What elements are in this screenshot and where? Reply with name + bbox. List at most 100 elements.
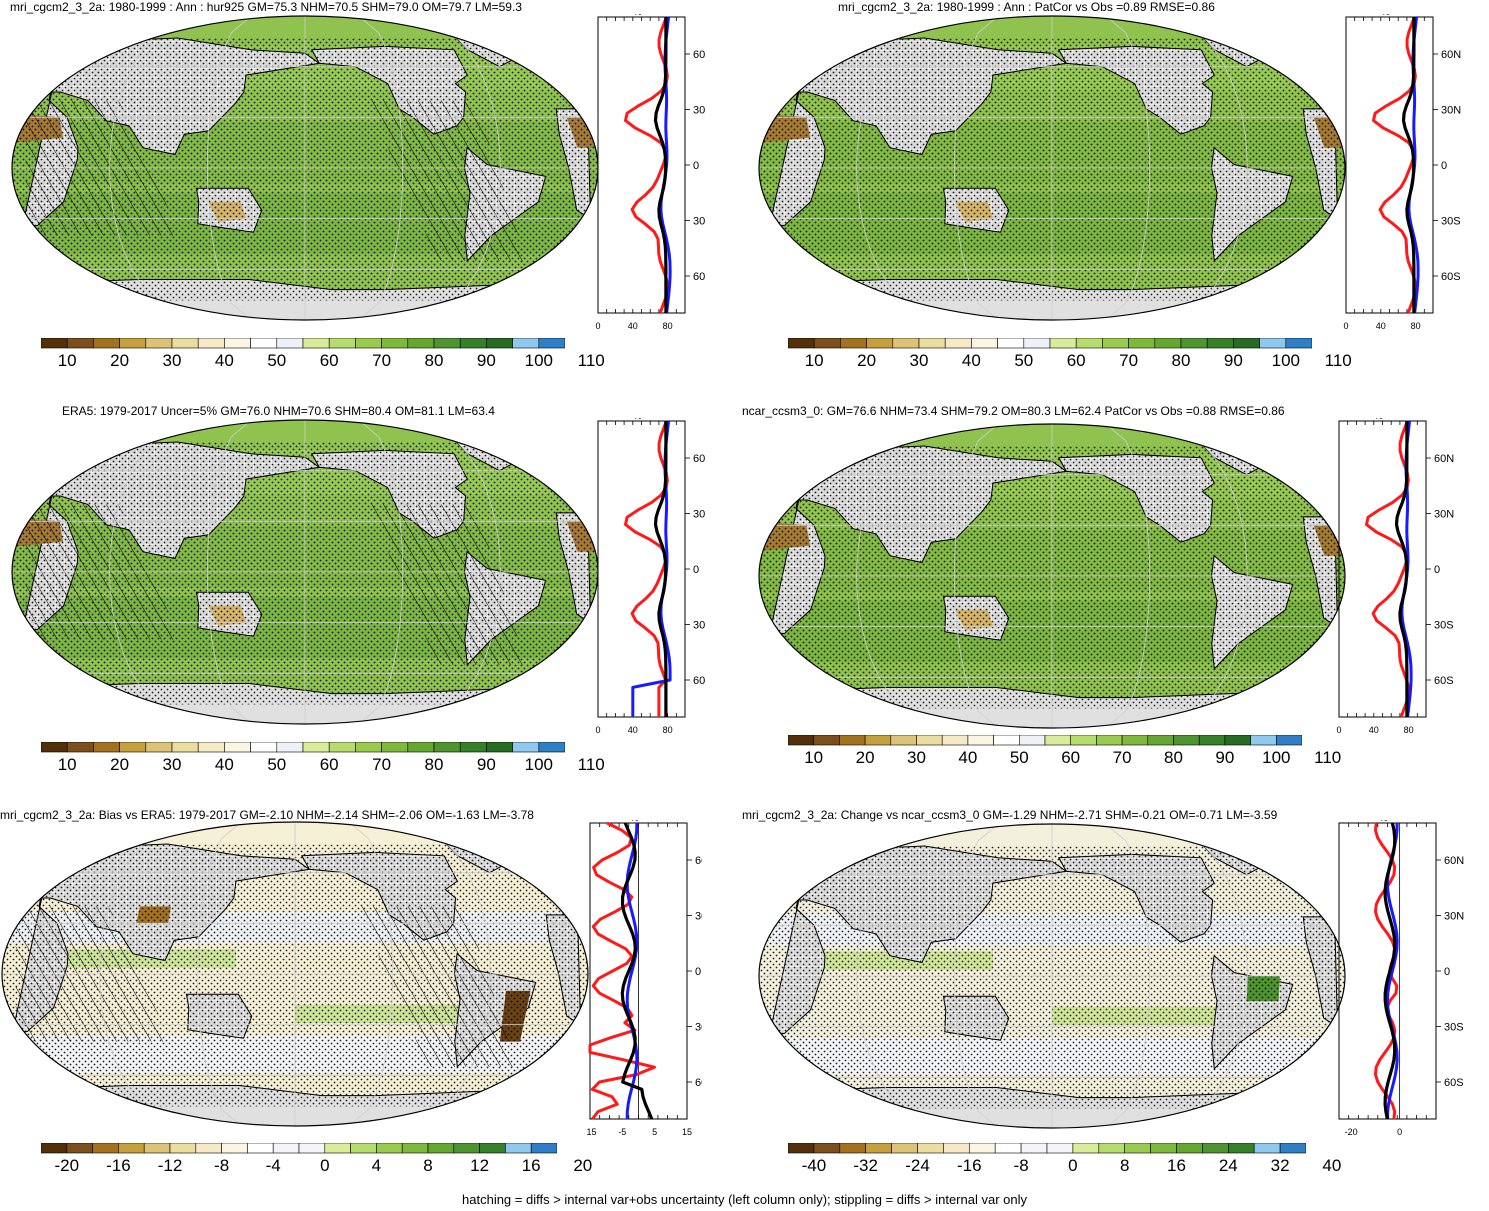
world-map <box>11 419 599 725</box>
zonal-model-line <box>624 420 669 717</box>
colorbar-label: 70 <box>372 755 392 774</box>
graticule <box>759 824 1345 1128</box>
zonal-x-tick: -5 <box>618 1127 626 1137</box>
colorbar-swatch <box>381 338 409 349</box>
colorbar-label: 80 <box>424 351 444 370</box>
colorbar-swatch <box>381 742 409 753</box>
colorbar-swatch <box>969 1143 996 1154</box>
colorbar-swatch <box>247 1143 274 1154</box>
colorbar-swatch <box>917 1143 944 1154</box>
colorbar-swatch <box>865 1143 892 1154</box>
zonal-lat-label: 30S <box>693 216 705 228</box>
colorbar-swatch <box>788 338 815 349</box>
colorbar-swatch <box>1049 338 1077 349</box>
zonal-mean-line <box>653 17 668 313</box>
colorbar-label: 60 <box>319 755 339 774</box>
colorbar-label: 40 <box>961 351 981 370</box>
colorbar-swatch <box>1224 735 1251 746</box>
colorbar-label: 20 <box>857 351 877 370</box>
colorbar-swatch <box>530 1143 557 1154</box>
zonal-lat-label: 0 <box>693 160 699 172</box>
hatching-east <box>367 100 527 261</box>
zonal-x-tick: 80 <box>663 725 673 735</box>
colorbar-swatch <box>197 338 225 349</box>
colorbar-label: -24 <box>905 1156 930 1175</box>
colorbar-swatch <box>66 1143 93 1154</box>
colorbar-swatch <box>866 338 894 349</box>
colorbar-swatch <box>1259 338 1287 349</box>
zonal-mean-profile: % 60N 30N 0 30S 60S 0 40 80 <box>1343 14 1461 331</box>
colorbar-label: 100 <box>524 755 553 774</box>
colorbar-swatch <box>328 742 356 753</box>
zonal-mean-profile: % 60N 30N 0 30S 60S -20 0 <box>1338 820 1464 1137</box>
colorbar-swatch <box>118 1143 145 1154</box>
zonal-lat-label: 60N <box>1444 855 1464 867</box>
colorbar-swatch <box>302 338 330 349</box>
colorbar-swatch <box>864 735 892 746</box>
colorbar-swatch <box>298 1143 326 1154</box>
colorbar-swatch <box>407 338 435 349</box>
zonal-model-line <box>1372 16 1417 314</box>
colorbar-label: 70 <box>1112 748 1132 767</box>
colorbar-labels: 10 20 30 40 50 60 70 80 90 100 110 <box>41 755 605 777</box>
colorbar-swatch <box>486 742 513 753</box>
colorbar-swatch <box>788 1143 815 1154</box>
colorbar-label: 110 <box>577 755 605 774</box>
zonal-lat-label: 60N <box>693 49 705 61</box>
zonal-lat-label: 30S <box>693 620 705 632</box>
colorbar-swatch <box>1176 1143 1203 1154</box>
colorbar-label: 20 <box>110 351 130 370</box>
zonal-unit: % <box>1379 820 1387 823</box>
graticule <box>12 420 598 724</box>
zonal-lat-label: 30S <box>695 1022 702 1034</box>
colorbar-swatch <box>1202 1143 1229 1154</box>
colorbar-swatch <box>41 1143 68 1154</box>
colorbar-swatch <box>1285 338 1312 349</box>
colorbar-swatch <box>224 338 251 349</box>
colorbar-swatch <box>892 338 920 349</box>
zonal-unit: % <box>630 820 638 823</box>
colorbar-swatch <box>916 735 943 746</box>
graticule <box>759 16 1345 320</box>
colorbar-label: 40 <box>1322 1156 1342 1175</box>
colorbar-swatch <box>1128 338 1156 349</box>
zonal-lat-label: 30N <box>695 911 702 923</box>
zonal-mean-profile: % 60N 30N 0 30S 60S -15 -5 5 15 <box>587 820 702 1137</box>
colorbar-labels: 10 20 30 40 50 60 70 80 90 100 110 <box>788 351 1352 373</box>
colorbar-label: -4 <box>265 1156 281 1175</box>
colorbar-swatch <box>197 742 225 753</box>
colorbar-swatch <box>41 742 68 753</box>
colorbar-swatch <box>943 1143 970 1154</box>
zonal-lat-label: 30S <box>1444 1022 1464 1034</box>
zonal-x-tick: -20 <box>1345 1127 1358 1137</box>
zonal-model-line <box>624 16 669 314</box>
colorbar-label: 110 <box>1324 351 1352 370</box>
colorbar-label: 80 <box>1164 748 1183 767</box>
colorbar-swatch <box>1023 338 1051 349</box>
colorbar-labels: 10 20 30 40 50 60 70 80 90 100 110 <box>41 351 605 373</box>
colorbar-swatch <box>788 735 815 746</box>
colorbar-labels: -40 -32 -24 -16 -8 0 8 16 24 32 40 <box>788 1156 1342 1178</box>
colorbar-swatch <box>1075 338 1103 349</box>
zonal-lat-label: 60N <box>1441 49 1461 61</box>
zonal-lat-label: 0 <box>1434 564 1440 576</box>
colorbar-swatch <box>505 1143 532 1154</box>
zonal-frame <box>597 420 686 718</box>
colorbar-label: -32 <box>853 1156 878 1175</box>
colorbar-swatch <box>66 742 94 753</box>
colorbar-label: 20 <box>573 1156 593 1175</box>
colorbar-label: 32 <box>1270 1156 1290 1175</box>
colorbar-swatch <box>1198 735 1226 746</box>
colorbar-swatch <box>355 338 382 349</box>
colorbar-swatch <box>1275 735 1302 746</box>
colorbar-label: 90 <box>1223 351 1243 370</box>
colorbar <box>41 742 565 753</box>
colorbar-swatch <box>171 338 199 349</box>
zonal-mean-profile: % 60N 30N 0 30S 60S 0 40 80 <box>595 418 705 735</box>
zonal-lat-label: 60S <box>695 1077 702 1089</box>
zonal-mean-profile: % 60N 30N 0 30S 60S 0 40 80 <box>1336 418 1454 735</box>
zonal-x-tick: 5 <box>652 1127 657 1137</box>
colorbar-swatch <box>1019 735 1046 746</box>
colorbar-swatch <box>302 742 330 753</box>
colorbar-label: 20 <box>855 748 875 767</box>
